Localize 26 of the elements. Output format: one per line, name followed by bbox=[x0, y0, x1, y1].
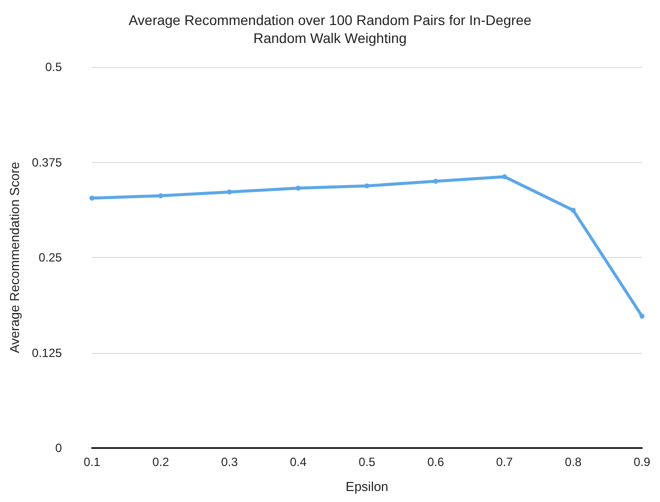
x-axis-title: Epsilon bbox=[346, 479, 388, 494]
x-tick-label: 0.6 bbox=[427, 455, 444, 469]
point bbox=[433, 178, 438, 184]
y-tick-label: 0.5 bbox=[45, 60, 62, 74]
point bbox=[640, 314, 644, 319]
x-tick-label: 0.7 bbox=[496, 455, 514, 469]
point bbox=[364, 183, 370, 188]
x-tick-label: 0.3 bbox=[221, 455, 238, 469]
x-tick-label: 0.9 bbox=[634, 455, 651, 469]
x-tick-label: 0.8 bbox=[564, 455, 582, 469]
x-tick-label: 0.1 bbox=[84, 455, 101, 469]
point bbox=[158, 193, 164, 198]
y-tick-label: 0.25 bbox=[38, 250, 62, 264]
y-tick-label: 0.125 bbox=[32, 346, 62, 360]
y-tick-label: 0 bbox=[55, 441, 62, 455]
chart-title: Average Recommendation over 100 Random Pairs for In-Degree Random Walk Weighting bbox=[128, 12, 532, 46]
point bbox=[226, 189, 232, 194]
x-tick-label: 0.5 bbox=[358, 455, 376, 469]
x-tick-label: 0.2 bbox=[152, 455, 170, 469]
point bbox=[570, 208, 576, 213]
x-tick-label: 0.4 bbox=[290, 455, 307, 469]
y-axis-title: Average Recommendation Score bbox=[7, 162, 22, 354]
point bbox=[296, 186, 301, 191]
point bbox=[502, 174, 507, 180]
y-tick-label: 0.375 bbox=[32, 155, 62, 170]
point bbox=[89, 196, 94, 201]
